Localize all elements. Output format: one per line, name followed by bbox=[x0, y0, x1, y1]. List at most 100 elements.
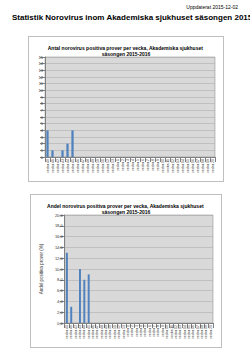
svg-text:vecka 41: vecka 41 bbox=[69, 325, 74, 339]
svg-text:vecka 5: vecka 5 bbox=[143, 325, 148, 338]
svg-text:vecka 9: vecka 9 bbox=[156, 159, 160, 171]
svg-text:vecka 4: vecka 4 bbox=[139, 325, 143, 338]
svg-text:vecka 49: vecka 49 bbox=[91, 159, 95, 173]
svg-text:12,0: 12,0 bbox=[55, 256, 64, 261]
svg-text:2,0: 2,0 bbox=[57, 310, 63, 315]
svg-text:vecka 52: vecka 52 bbox=[117, 325, 122, 339]
svg-text:8,0: 8,0 bbox=[57, 277, 63, 282]
svg-text:vecka 41: vecka 41 bbox=[51, 159, 55, 173]
svg-text:1: 1 bbox=[41, 148, 44, 153]
svg-text:15: 15 bbox=[39, 55, 44, 60]
svg-text:vecka 1: vecka 1 bbox=[116, 159, 120, 171]
svg-text:vecka 50: vecka 50 bbox=[96, 159, 100, 173]
svg-text:vecka 10: vecka 10 bbox=[161, 159, 165, 173]
svg-text:5: 5 bbox=[41, 121, 44, 126]
svg-text:vecka 20: vecka 20 bbox=[209, 325, 213, 339]
svg-text:vecka 46: vecka 46 bbox=[76, 159, 80, 173]
svg-text:vecka 15: vecka 15 bbox=[186, 159, 190, 173]
svg-text:0,0: 0,0 bbox=[57, 321, 63, 326]
svg-text:vecka 53: vecka 53 bbox=[121, 325, 126, 339]
svg-text:vecka 43: vecka 43 bbox=[78, 325, 82, 339]
svg-text:vecka 17: vecka 17 bbox=[195, 325, 200, 339]
svg-text:vecka 47: vecka 47 bbox=[95, 325, 100, 339]
svg-text:vecka 40: vecka 40 bbox=[46, 159, 50, 173]
svg-text:säsongen 2015-2016: säsongen 2015-2016 bbox=[102, 209, 151, 215]
svg-text:vecka 44: vecka 44 bbox=[82, 325, 87, 339]
svg-text:vecka 10: vecka 10 bbox=[165, 325, 170, 339]
svg-text:vecka 52: vecka 52 bbox=[106, 159, 110, 173]
svg-text:vecka 8: vecka 8 bbox=[151, 159, 155, 171]
svg-text:Andel norovirus positiva prove: Andel norovirus positiva prover per veck… bbox=[47, 203, 205, 209]
svg-text:vecka 6: vecka 6 bbox=[147, 325, 152, 338]
svg-text:vecka 12: vecka 12 bbox=[171, 159, 175, 173]
svg-text:Andel positiva prover (%): Andel positiva prover (%) bbox=[39, 243, 44, 294]
svg-text:vecka 2: vecka 2 bbox=[130, 325, 135, 338]
svg-text:11: 11 bbox=[39, 81, 44, 86]
svg-text:vecka 3: vecka 3 bbox=[126, 159, 130, 171]
svg-text:vecka 8: vecka 8 bbox=[156, 325, 161, 338]
svg-text:vecka 1: vecka 1 bbox=[125, 325, 130, 338]
svg-text:vecka 17: vecka 17 bbox=[196, 159, 200, 173]
svg-text:8: 8 bbox=[41, 101, 44, 106]
svg-text:vecka 49: vecka 49 bbox=[104, 325, 109, 339]
svg-text:vecka 18: vecka 18 bbox=[200, 325, 205, 339]
svg-text:13: 13 bbox=[39, 68, 44, 73]
svg-text:14,0: 14,0 bbox=[55, 245, 64, 250]
svg-text:vecka 44: vecka 44 bbox=[66, 159, 70, 173]
svg-text:10,0: 10,0 bbox=[55, 267, 64, 272]
svg-text:vecka 13: vecka 13 bbox=[176, 159, 180, 173]
html-text:Uppdaterat 2015-12-02: Uppdaterat 2015-12-02 bbox=[186, 4, 238, 10]
svg-text:vecka 20: vecka 20 bbox=[211, 159, 215, 173]
svg-text:vecka 9: vecka 9 bbox=[160, 325, 165, 338]
svg-text:vecka 11: vecka 11 bbox=[169, 325, 174, 339]
svg-text:vecka 46: vecka 46 bbox=[91, 325, 95, 339]
svg-text:vecka 16: vecka 16 bbox=[191, 325, 196, 339]
svg-text:vecka 19: vecka 19 bbox=[206, 159, 210, 173]
svg-text:vecka 42: vecka 42 bbox=[56, 159, 60, 173]
svg-text:vecka 43: vecka 43 bbox=[61, 159, 65, 173]
svg-text:vecka 48: vecka 48 bbox=[86, 159, 90, 173]
svg-text:vecka 14: vecka 14 bbox=[182, 325, 187, 339]
svg-text:9: 9 bbox=[41, 95, 44, 100]
svg-text:18,0: 18,0 bbox=[55, 223, 64, 228]
svg-text:3: 3 bbox=[41, 135, 44, 140]
svg-text:vecka 13: vecka 13 bbox=[178, 325, 183, 339]
svg-text:vecka 19: vecka 19 bbox=[204, 325, 209, 339]
svg-text:vecka 45: vecka 45 bbox=[86, 325, 91, 339]
svg-text:vecka 18: vecka 18 bbox=[201, 159, 205, 173]
svg-text:10: 10 bbox=[39, 88, 44, 93]
svg-text:vecka 40: vecka 40 bbox=[64, 325, 69, 339]
svg-text:vecka 14: vecka 14 bbox=[181, 159, 185, 173]
svg-text:vecka 42: vecka 42 bbox=[73, 325, 78, 339]
svg-text:14: 14 bbox=[39, 61, 44, 66]
svg-text:vecka 12: vecka 12 bbox=[173, 325, 178, 339]
svg-text:vecka 48: vecka 48 bbox=[99, 325, 104, 339]
svg-text:vecka 53: vecka 53 bbox=[111, 159, 115, 173]
svg-text:0: 0 bbox=[41, 155, 44, 160]
svg-text:16,0: 16,0 bbox=[55, 234, 64, 239]
svg-text:vecka 4: vecka 4 bbox=[131, 159, 135, 171]
svg-text:12: 12 bbox=[39, 75, 44, 80]
svg-text:vecka 11: vecka 11 bbox=[166, 159, 170, 173]
svg-text:6,0: 6,0 bbox=[57, 288, 63, 293]
svg-text:6: 6 bbox=[41, 115, 44, 120]
svg-text:vecka 16: vecka 16 bbox=[191, 159, 195, 173]
svg-text:vecka 47: vecka 47 bbox=[81, 159, 85, 173]
svg-text:7: 7 bbox=[41, 108, 44, 113]
svg-text:Antal norovirus positiva prove: Antal norovirus positiva prover per veck… bbox=[47, 45, 205, 51]
svg-text:säsongen 2015-2016: säsongen 2015-2016 bbox=[102, 51, 151, 57]
svg-text:vecka 51: vecka 51 bbox=[101, 159, 105, 173]
svg-text:20,0: 20,0 bbox=[55, 213, 64, 218]
svg-text:2: 2 bbox=[41, 141, 44, 146]
svg-text:vecka 7: vecka 7 bbox=[152, 325, 157, 338]
svg-text:vecka 2: vecka 2 bbox=[121, 159, 125, 171]
svg-text:vecka 3: vecka 3 bbox=[134, 325, 139, 338]
svg-text:vecka 6: vecka 6 bbox=[141, 159, 145, 171]
svg-text:4: 4 bbox=[41, 128, 44, 133]
svg-text:vecka 50: vecka 50 bbox=[108, 325, 113, 339]
svg-text:4,0: 4,0 bbox=[57, 299, 63, 304]
svg-text:vecka 51: vecka 51 bbox=[112, 325, 117, 339]
svg-text:vecka 45: vecka 45 bbox=[71, 159, 75, 173]
svg-text:vecka 5: vecka 5 bbox=[136, 159, 140, 171]
svg-text:vecka 7: vecka 7 bbox=[146, 159, 150, 171]
